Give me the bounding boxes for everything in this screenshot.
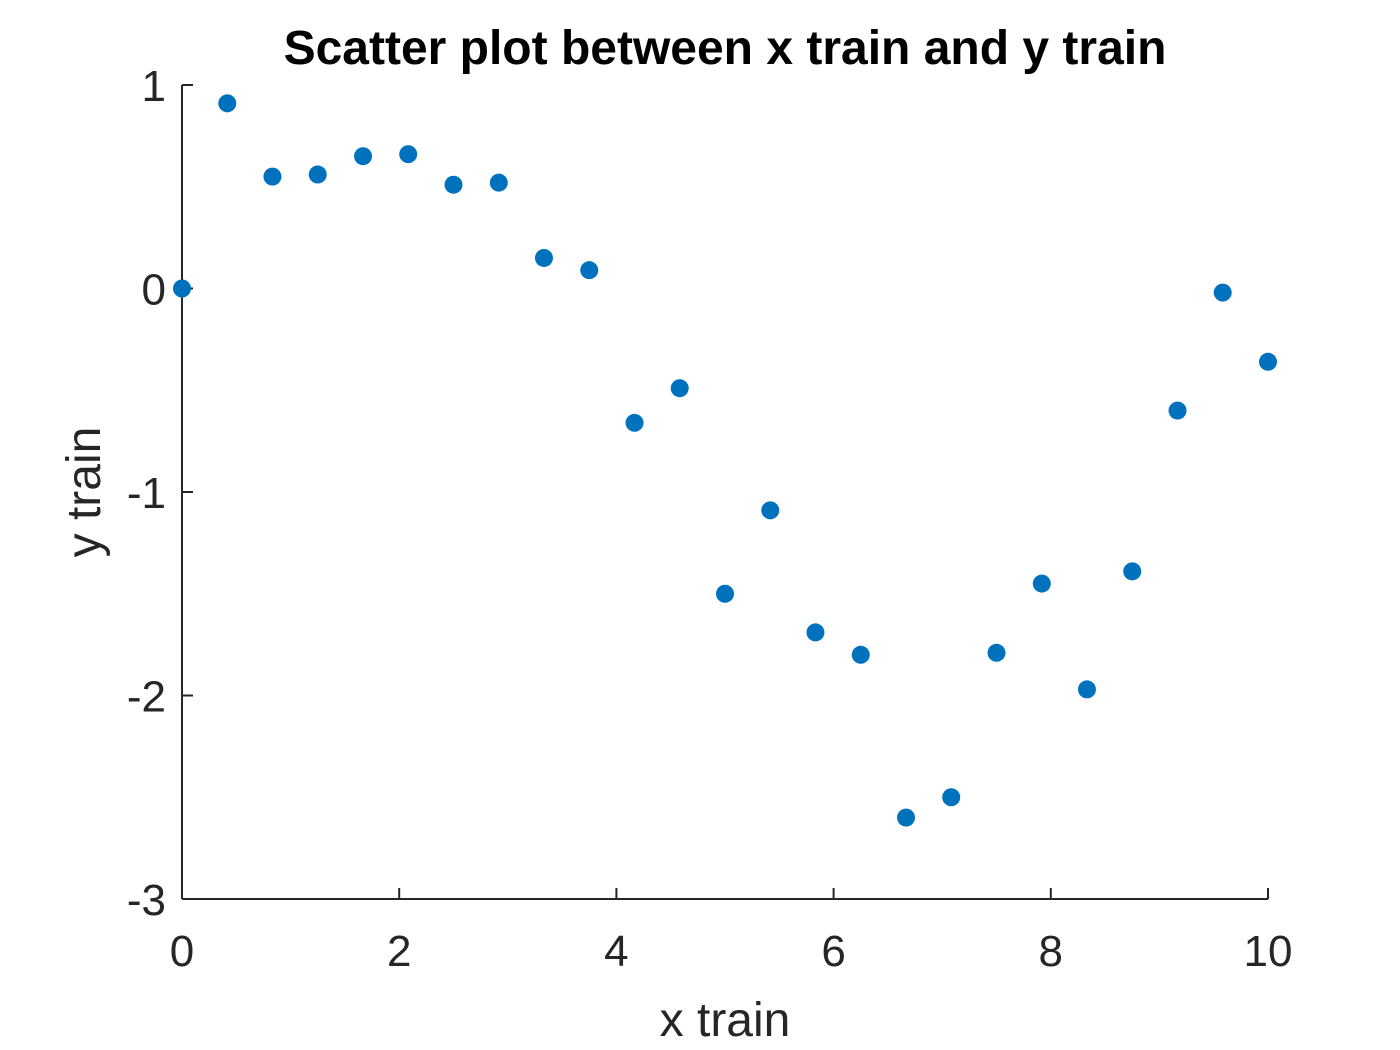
data-point [173,279,191,298]
data-point [534,248,553,267]
x-ticks: 0 2 4 6 8 10 [170,888,1293,976]
data-point [399,145,418,164]
data-point [580,261,599,280]
data-point [218,94,237,113]
x-tick-label: 8 [1039,927,1063,976]
x-tick-label: 6 [821,927,845,976]
data-point [716,584,734,603]
data-point [1123,562,1142,581]
x-tick-label: 4 [604,927,628,976]
data-point [761,501,780,520]
data-points [173,94,1277,827]
data-point [851,645,870,664]
axes [181,85,1268,900]
y-tick-label: -2 [127,673,166,722]
data-point [489,173,508,192]
x-tick-label: 0 [170,927,194,976]
data-point [263,167,282,186]
data-point [1168,401,1187,420]
data-point [1259,352,1277,371]
y-axis-label: y train [58,427,111,558]
data-point [1213,283,1232,302]
chart-title: Scatter plot between x train and y train [284,22,1167,75]
x-tick-label: 10 [1244,927,1293,976]
data-point [625,413,644,432]
x-tick-label: 2 [387,927,411,976]
data-point [354,147,373,166]
data-point [1032,574,1051,593]
y-tick-label: 1 [142,62,166,111]
x-axis-label: x train [660,994,791,1047]
data-point [444,175,463,194]
data-point [1077,680,1096,699]
data-point [897,808,916,827]
data-point [942,788,961,807]
data-point [987,643,1006,662]
y-tick-label: -1 [127,469,166,518]
data-point [806,623,825,642]
data-point [308,165,327,184]
y-tick-label: -3 [127,876,166,925]
y-ticks: 1 0 -1 -2 -3 [127,62,193,925]
data-point [670,379,689,398]
y-tick-label: 0 [142,266,166,315]
